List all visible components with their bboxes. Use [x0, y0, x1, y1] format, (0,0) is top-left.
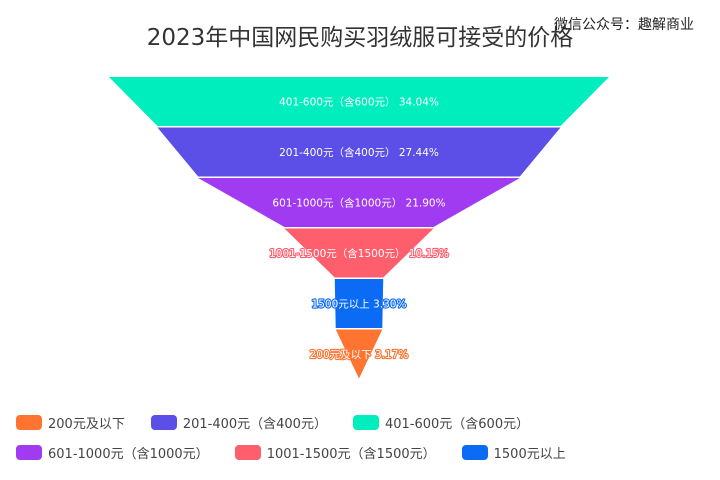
legend-swatch	[16, 414, 42, 430]
legend-label: 401-600元（含600元）	[384, 416, 530, 432]
legend-swatch	[16, 444, 42, 460]
funnel-segment-4[interactable]	[284, 228, 434, 278]
legend-label: 201-400元（含400元）	[182, 416, 327, 432]
funnel-chart: 401-600元（含600元） 34.04% 201-400元（含400元） 27…	[109, 77, 609, 379]
chart-legend: 200元及以下 201-400元（含400元） 401-600元（含600元） 601…	[16, 412, 716, 462]
funnel-segment-2[interactable]	[157, 127, 561, 177]
legend-item-6[interactable]: 1500元以上	[461, 442, 566, 462]
legend-item-3[interactable]: 401-600元（含600元）	[352, 412, 530, 432]
legend-item-5[interactable]: 1001-1500元（含1500元）	[234, 442, 436, 462]
funnel-segment-1[interactable]	[109, 77, 609, 126]
funnel-label-5: 1500元以上 3.30%	[312, 299, 407, 311]
legend-item-4[interactable]: 601-1000元（含1000元）	[16, 442, 209, 462]
legend-item-1[interactable]: 200元及以下	[16, 412, 125, 432]
funnel-label-4: 1001-1500元（含1500元） 10.15%	[269, 247, 449, 260]
funnel-label-1: 401-600元（含600元） 34.04%	[279, 96, 439, 109]
funnel-segment-5[interactable]	[334, 279, 384, 328]
legend-label: 601-1000元（含1000元）	[48, 446, 209, 462]
legend-swatch	[234, 444, 261, 460]
legend-swatch	[352, 414, 379, 430]
chart-title: 2023年中国网民购买羽绒服可接受的价格	[146, 25, 574, 51]
funnel-label-3: 601-1000元（含1000元） 21.90%	[272, 197, 445, 210]
legend-item-2[interactable]: 201-400元（含400元）	[150, 412, 327, 432]
funnel-segment-3[interactable]	[198, 178, 520, 227]
legend-label: 1500元以上	[493, 446, 566, 462]
legend-label: 200元及以下	[48, 416, 125, 432]
funnel-label-6: 200元及以下 3.17%	[310, 349, 409, 361]
legend-swatch	[461, 444, 488, 460]
funnel-segment-6[interactable]	[335, 329, 383, 379]
funnel-label-2: 201-400元（含400元） 27.44%	[279, 146, 439, 159]
legend-swatch	[150, 414, 177, 430]
legend-label: 1001-1500元（含1500元）	[266, 446, 436, 462]
watermark-text: 微信公众号：趣解商业	[554, 17, 694, 33]
